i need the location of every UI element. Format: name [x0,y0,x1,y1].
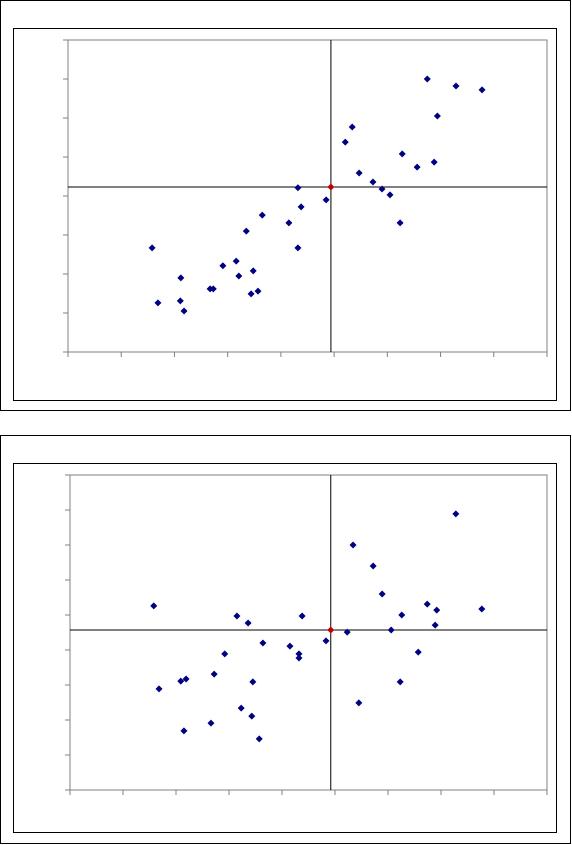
point [413,163,421,171]
point [478,605,486,613]
point [155,685,163,693]
point [396,219,404,227]
point [255,735,263,743]
point [369,178,377,186]
point [387,626,395,634]
point [249,267,257,275]
chart-area [13,28,557,401]
point [398,150,406,158]
point [254,287,262,295]
point [150,602,158,610]
point [182,675,190,683]
point [176,297,184,305]
point [423,75,431,83]
point [322,637,330,645]
point [258,211,266,219]
point [244,619,252,627]
point [247,290,255,298]
point [259,639,267,647]
point [298,612,306,620]
point [433,606,441,614]
point [396,678,404,686]
point [452,82,460,90]
point [355,699,363,707]
point [207,719,215,727]
highlight-point [327,183,335,191]
point [180,307,188,315]
point [297,203,305,211]
point [348,123,356,131]
point [233,612,241,620]
point [369,562,377,570]
point [177,274,185,282]
point [343,628,351,636]
point [180,727,188,735]
point [177,677,185,685]
point [355,169,363,177]
point [349,541,357,549]
point [452,510,460,518]
point [322,196,330,204]
point [386,191,394,199]
highlight-point [327,626,335,634]
point [154,299,162,307]
point [235,272,243,280]
plot-area [69,474,548,791]
point [378,590,386,598]
point [294,184,302,192]
point [242,227,250,235]
point [232,257,240,265]
point [148,244,156,252]
point [398,611,406,619]
point [237,704,245,712]
point [294,244,302,252]
chart-area [13,463,557,833]
point [209,285,217,293]
point [248,712,256,720]
point [414,648,422,656]
point [433,112,441,120]
point [430,158,438,166]
point [431,621,439,629]
point [210,670,218,678]
point [286,642,294,650]
point [378,185,386,193]
point [423,600,431,608]
point [249,678,257,686]
point [219,262,227,270]
point [295,650,303,658]
point [341,138,349,146]
point [221,650,229,658]
point [285,219,293,227]
point [478,86,486,94]
point [295,654,303,662]
